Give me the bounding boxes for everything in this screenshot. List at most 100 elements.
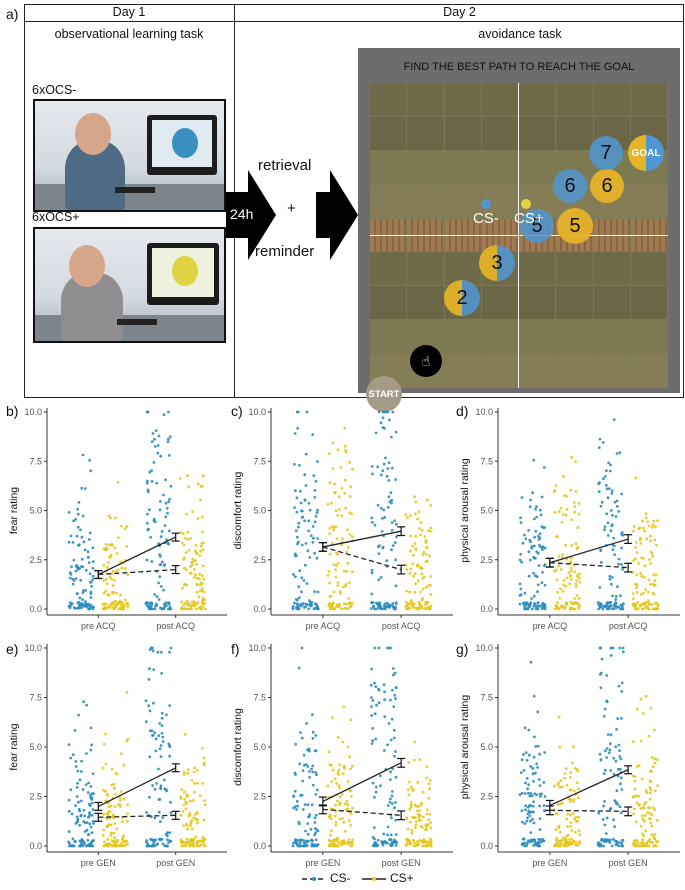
raw-point <box>293 552 297 556</box>
raw-point <box>569 577 573 581</box>
raw-point <box>105 844 109 848</box>
raw-point <box>148 508 151 512</box>
raw-point <box>313 749 317 753</box>
raw-point <box>201 574 204 578</box>
raw-point <box>569 560 572 564</box>
raw-point <box>309 604 313 608</box>
raw-point <box>536 710 540 714</box>
raw-point <box>653 837 657 841</box>
raw-point <box>348 495 352 498</box>
raw-point <box>185 822 188 826</box>
raw-point <box>538 536 542 540</box>
raw-point <box>531 810 534 814</box>
raw-point <box>307 529 310 533</box>
raw-point <box>532 755 536 759</box>
raw-point <box>519 771 523 774</box>
raw-point <box>648 769 652 773</box>
raw-point <box>600 657 604 661</box>
raw-point <box>518 793 522 796</box>
raw-point <box>527 529 530 532</box>
raw-point <box>313 520 317 524</box>
raw-point <box>328 532 331 536</box>
raw-point <box>293 432 297 435</box>
raw-point <box>648 812 652 815</box>
raw-point <box>411 562 415 566</box>
raw-point <box>351 840 354 844</box>
raw-point <box>92 822 95 825</box>
raw-point <box>328 527 332 530</box>
raw-point <box>643 564 647 568</box>
raw-point <box>543 546 547 550</box>
raw-point <box>598 646 602 650</box>
raw-point <box>557 824 561 828</box>
raw-point <box>569 566 573 570</box>
raw-point <box>556 535 559 538</box>
raw-point <box>564 513 568 517</box>
raw-point <box>315 604 319 608</box>
y-tick-label: 10.0 <box>248 643 266 653</box>
raw-point <box>615 505 619 508</box>
raw-point <box>604 840 608 843</box>
raw-point <box>203 799 207 802</box>
legend-cs-plus-label: CS+ <box>390 871 414 885</box>
raw-point <box>393 541 397 544</box>
mean-line-CS+ <box>322 546 402 571</box>
raw-point <box>610 844 614 848</box>
raw-point <box>344 808 348 812</box>
raw-point <box>349 812 353 816</box>
raw-point <box>309 534 313 538</box>
raw-point <box>186 530 190 534</box>
raw-point <box>296 540 300 544</box>
raw-point <box>160 560 164 564</box>
raw-point <box>161 842 165 846</box>
raw-point <box>330 525 334 528</box>
raw-point <box>633 779 637 783</box>
raw-point <box>306 765 310 768</box>
raw-point <box>91 578 95 581</box>
raw-point <box>291 844 295 848</box>
raw-point <box>405 568 409 571</box>
grid-tile <box>630 83 667 116</box>
raw-point <box>195 607 198 611</box>
y-tick-label: 10.0 <box>248 407 266 417</box>
raw-point <box>201 782 205 785</box>
raw-point <box>653 579 657 583</box>
raw-point <box>653 833 657 836</box>
raw-point <box>200 587 204 591</box>
raw-point <box>202 763 206 767</box>
raw-point <box>577 829 581 832</box>
day1-task-title: observational learning task <box>54 27 204 41</box>
raw-point <box>394 818 398 822</box>
cursor-icon: ☝ <box>410 345 442 377</box>
raw-point <box>311 525 315 528</box>
raw-point <box>598 673 602 676</box>
raw-point <box>425 765 429 769</box>
raw-point <box>574 843 578 847</box>
legend: CS- CS+ <box>300 870 450 888</box>
raw-point <box>615 499 619 503</box>
raw-point <box>113 546 117 550</box>
raw-point <box>115 827 119 831</box>
raw-point <box>378 604 382 607</box>
raw-point <box>414 512 417 516</box>
raw-point <box>154 602 158 606</box>
raw-point <box>389 770 392 774</box>
raw-point <box>183 536 187 540</box>
raw-point <box>189 565 192 568</box>
raw-point <box>408 572 412 575</box>
raw-point <box>543 795 547 798</box>
raw-point <box>653 761 657 765</box>
step-circle-5: 5 <box>557 208 593 244</box>
raw-point <box>91 808 95 811</box>
y-tick-label: 0.0 <box>29 841 42 851</box>
raw-point <box>420 572 424 576</box>
raw-point <box>566 825 569 828</box>
raw-point <box>161 816 165 819</box>
raw-point <box>649 534 652 538</box>
raw-point <box>556 783 560 787</box>
raw-point <box>420 801 423 805</box>
raw-point <box>153 445 157 448</box>
raw-point <box>340 839 344 843</box>
raw-point <box>185 801 189 805</box>
